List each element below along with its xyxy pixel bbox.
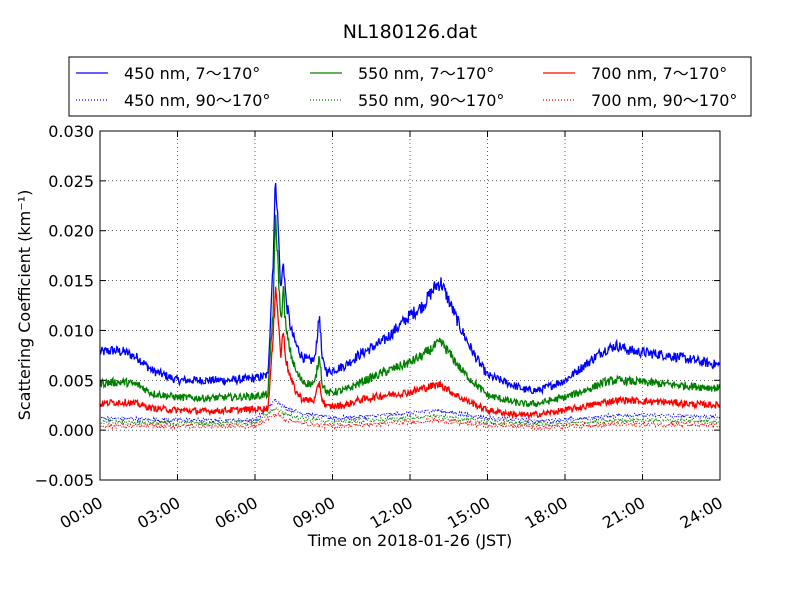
x-tick-label: 09:00 — [289, 493, 338, 533]
y-tick-label: 0.015 — [48, 272, 94, 291]
legend-label-2: 550 nm, 7～170° — [358, 64, 494, 83]
y-tick-label: 0.000 — [48, 421, 94, 440]
ticks: 00:00 03:00 06:00 09:00 12:00 15:00 18:00 21:00… — [35, 122, 726, 533]
chart-title: NL180126.dat — [343, 21, 478, 43]
legend-label-0: 450 nm, 7～170° — [124, 64, 260, 83]
y-tick-label: −0.005 — [35, 471, 94, 490]
legend-label-3: 550 nm, 90～170° — [358, 91, 504, 110]
y-tick-label: 0.020 — [48, 222, 94, 241]
series-line-0 — [99, 182, 721, 396]
y-tick-label: 0.025 — [48, 172, 94, 191]
series-line-2 — [99, 214, 721, 408]
x-tick-label: 24:00 — [677, 493, 726, 533]
x-tick-label: 21:00 — [599, 493, 648, 533]
x-tick-label: 12:00 — [367, 493, 416, 533]
series-line-5 — [99, 411, 721, 432]
series-group — [99, 182, 721, 432]
grid — [100, 131, 720, 480]
series-line-4 — [99, 286, 721, 421]
legend-frame — [68, 56, 752, 117]
x-tick-label: 00:00 — [57, 493, 106, 533]
x-tick-label: 06:00 — [212, 493, 261, 533]
x-axis-label: Time on 2018-01-26 (JST) — [307, 531, 512, 550]
legend: 450 nm, 7～170° 550 nm, 7～170° 700 nm, 7～17… — [68, 56, 752, 117]
y-tick-label: 0.030 — [48, 122, 94, 141]
series-line-1 — [99, 398, 721, 425]
legend-label-5: 700 nm, 90～170° — [591, 91, 737, 110]
x-tick-label: 15:00 — [444, 493, 493, 533]
y-tick-label: 0.010 — [48, 321, 94, 340]
series-line-3 — [99, 406, 721, 428]
x-tick-label: 18:00 — [522, 493, 571, 533]
x-tick-label: 03:00 — [134, 493, 183, 533]
legend-label-4: 700 nm, 7～170° — [591, 64, 727, 83]
y-axis-label: Scattering Coefficient (km⁻¹) — [15, 190, 34, 421]
legend-label-1: 450 nm, 90～170° — [124, 91, 270, 110]
y-tick-label: 0.005 — [48, 371, 94, 390]
